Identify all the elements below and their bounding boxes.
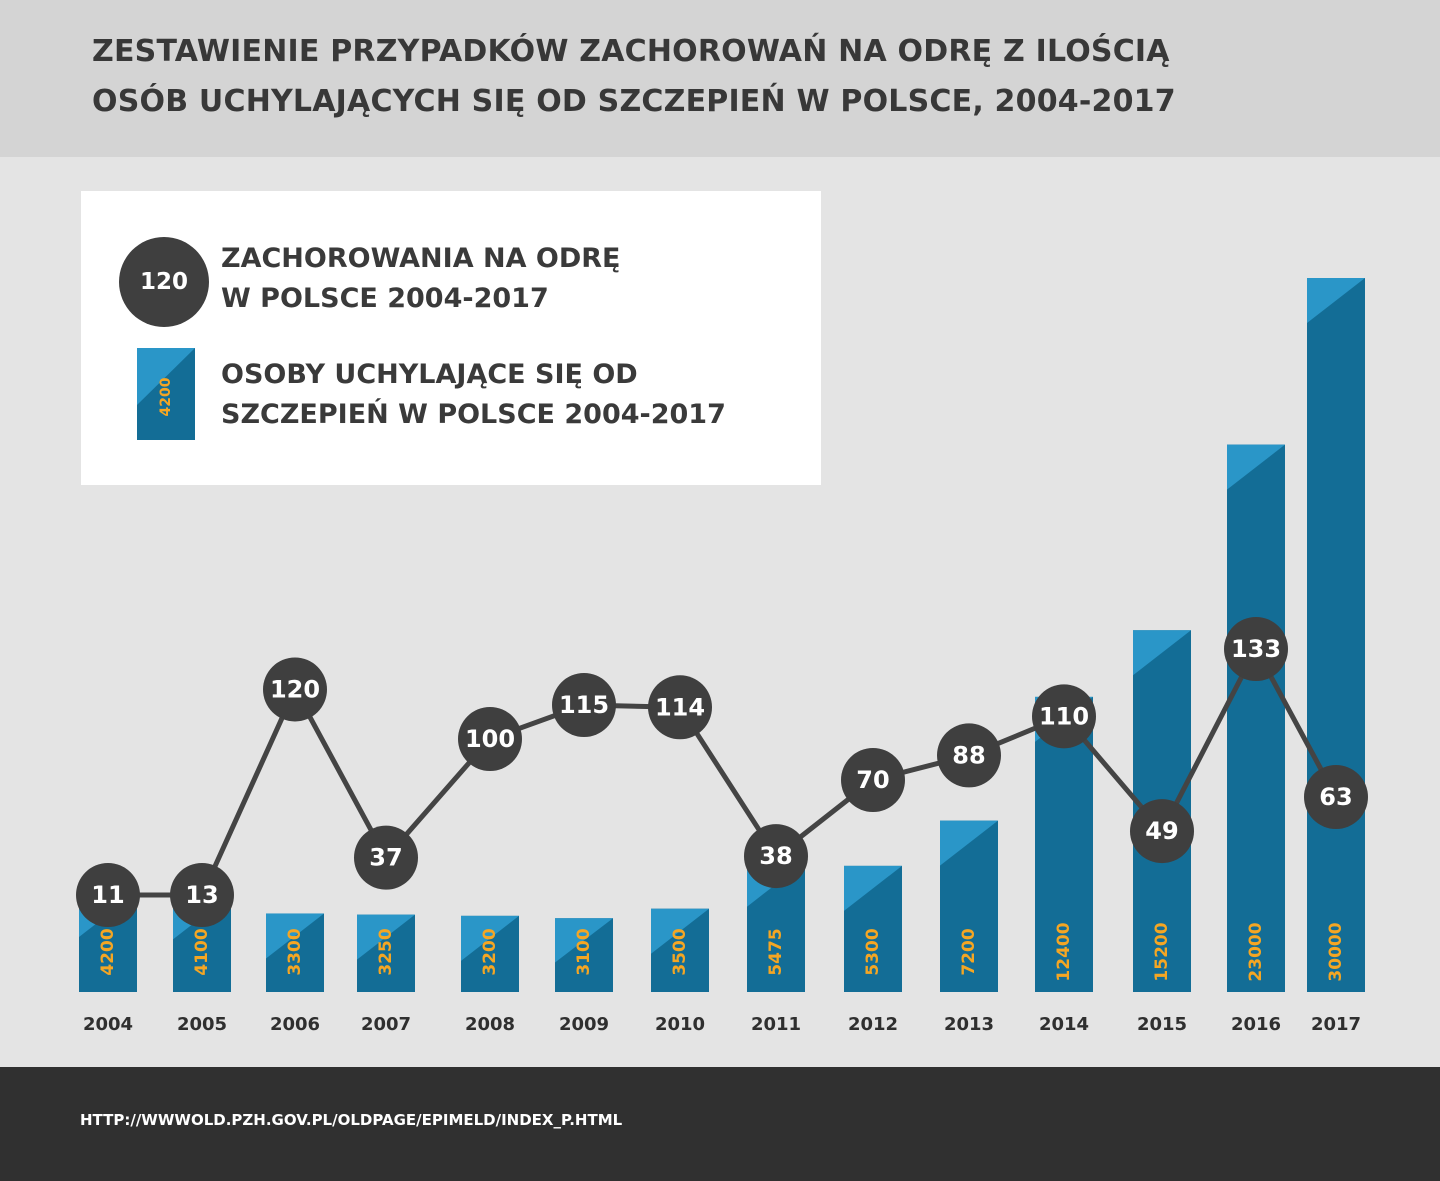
bar-value-label-2010: 3500: [670, 928, 690, 975]
legend-circle-sample: 120: [139, 269, 188, 295]
case-point-2017: [1304, 765, 1368, 830]
legend: 120 ZACHOROWANIA NA ODRĘ W POLSCE 2004-2…: [81, 191, 821, 485]
x-tick-label-2010: 2010: [655, 1014, 705, 1035]
case-value-label-2010: 114: [655, 693, 705, 721]
x-tick-label-2009: 2009: [559, 1014, 609, 1035]
case-point-2005: [170, 863, 234, 927]
bar-value-label-2006: 3300: [285, 928, 305, 975]
case-value-label-2004: 11: [91, 881, 124, 909]
case-value-label-2009: 115: [559, 691, 609, 719]
case-value-label-2012: 70: [856, 766, 889, 794]
legend-measles-label: ZACHOROWANIA NA ODRĘ W POLSCE 2004-2017: [221, 239, 620, 319]
case-value-label-2017: 63: [1319, 783, 1352, 811]
chart-canvas: 4200 4100 3300 3250 3200 3100 3500 5475 5300 7200…: [76, 278, 1368, 1035]
case-point-2010: [648, 675, 712, 740]
bar-highlight-2012: [844, 865, 902, 911]
case-value-label-2016: 133: [1231, 635, 1281, 663]
chart-title-line-2: OSÓB UCHYLAJĄCYCH SIĘ OD SZCZEPIEŃ W POL…: [92, 84, 1176, 119]
legend-refusers-label: OSOBY UCHYLAJĄCE SIĘ OD SZCZEPIEŃ W POLS…: [221, 355, 726, 435]
bar-value-label-2008: 3200: [480, 928, 500, 975]
case-point-2008: [458, 707, 522, 771]
x-tick-label-2012: 2012: [848, 1014, 898, 1035]
bar-value-label-2011: 5475: [766, 928, 786, 975]
case-point-2007: [354, 825, 418, 890]
case-point-2011: [744, 824, 808, 889]
bar-value-label-2015: 15200: [1152, 922, 1172, 981]
bar-value-label-2016: 23000: [1246, 922, 1266, 981]
title-banner: ZESTAWIENIE PRZYPADKÓW ZACHOROWAŃ NA ODR…: [0, 0, 1440, 157]
x-tick-label-2005: 2005: [177, 1014, 227, 1035]
bar-2016: [1227, 444, 1285, 993]
bar-highlight-2009: [555, 918, 613, 963]
bar-highlight-2016: [1227, 444, 1285, 490]
footer: HTTP://WWWOLD.PZH.GOV.PL/OLDPAGE/EPIMELD…: [0, 1067, 1440, 1181]
x-tick-label-2016: 2016: [1231, 1014, 1281, 1035]
x-tick-label-2008: 2008: [465, 1014, 515, 1035]
case-point-2016: [1224, 617, 1288, 681]
bar-value-label-2004: 4200: [98, 928, 118, 975]
case-point-2013: [937, 723, 1001, 788]
bar-highlight-2015: [1133, 630, 1191, 676]
bar-value-label-2007: 3250: [376, 928, 396, 975]
case-value-label-2015: 49: [1145, 817, 1178, 845]
x-tick-label-2007: 2007: [361, 1014, 411, 1035]
bar-value-label-2017: 30000: [1326, 922, 1346, 981]
x-tick-label-2017: 2017: [1311, 1014, 1361, 1035]
x-tick-label-2013: 2013: [944, 1014, 994, 1035]
case-point-2009: [552, 673, 616, 737]
case-value-label-2014: 110: [1039, 702, 1089, 730]
legend-measles-label-line-2: W POLSCE 2004-2017: [221, 283, 549, 314]
x-tick-label-2011: 2011: [751, 1014, 801, 1035]
case-value-label-2005: 13: [185, 881, 218, 909]
case-value-label-2007: 37: [369, 844, 402, 872]
measles-cases-points: 11 13 120 37 100 115 114 38 70 88 110 49 133 63: [76, 617, 1368, 927]
bar-value-label-2013: 7200: [959, 928, 979, 975]
case-point-2004: [76, 863, 140, 927]
case-value-label-2006: 120: [270, 675, 320, 703]
bar-highlight-2017: [1307, 278, 1365, 323]
x-axis-labels: 2004 2005 2006 2007 2008 2009 2010 2011 2012 2013…: [83, 1014, 1361, 1035]
legend-refusers-label-line-1: OSOBY UCHYLAJĄCE SIĘ OD: [221, 359, 638, 390]
bar-highlight-2013: [940, 820, 998, 866]
case-point-2015: [1130, 799, 1194, 864]
chart-title-line-1: ZESTAWIENIE PRZYPADKÓW ZACHOROWAŃ NA ODR…: [92, 34, 1170, 69]
x-tick-label-2015: 2015: [1137, 1014, 1187, 1035]
case-point-2006: [263, 657, 327, 722]
case-point-2012: [841, 748, 905, 812]
legend-circle-swatch: 120: [119, 237, 209, 327]
bar-value-label-2012: 5300: [863, 928, 883, 975]
bars-group: 4200 4100 3300 3250 3200 3100 3500 5475 5300 7200…: [79, 278, 1365, 993]
bar-highlight-2007: [357, 914, 415, 960]
bar-value-label-2005: 4100: [192, 928, 212, 975]
x-tick-label-2014: 2014: [1039, 1014, 1089, 1035]
legend-refusers-label-line-2: SZCZEPIEŃ W POLSCE 2004-2017: [221, 399, 726, 430]
case-point-2014: [1032, 684, 1096, 749]
bar-highlight-2006: [266, 913, 324, 959]
bar-highlight-2008: [461, 915, 519, 961]
bar-highlight-2010: [651, 908, 709, 954]
case-value-label-2008: 100: [465, 725, 515, 753]
x-tick-label-2004: 2004: [83, 1014, 133, 1035]
bar-2017: [1307, 278, 1365, 992]
bar-value-label-2014: 12400: [1054, 922, 1074, 981]
legend-measles-label-line-1: ZACHOROWANIA NA ODRĘ: [221, 243, 621, 274]
case-value-label-2011: 38: [759, 842, 792, 870]
source-url: HTTP://WWWOLD.PZH.GOV.PL/OLDPAGE/EPIMELD…: [80, 1111, 623, 1129]
bar-value-label-2009: 3100: [574, 928, 594, 975]
case-value-label-2013: 88: [952, 741, 985, 769]
legend-bar-swatch: 4200: [137, 348, 195, 440]
x-tick-label-2006: 2006: [270, 1014, 320, 1035]
